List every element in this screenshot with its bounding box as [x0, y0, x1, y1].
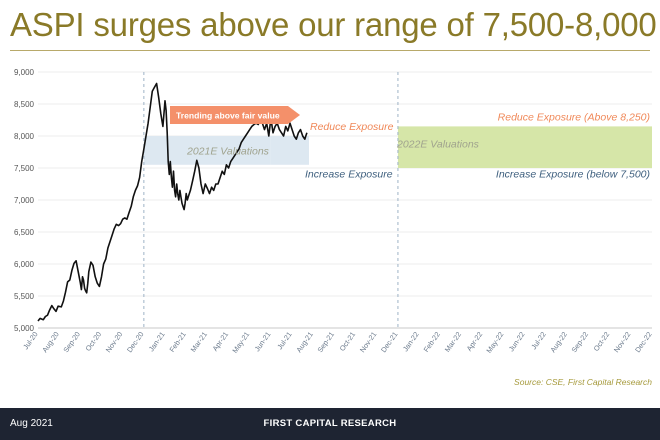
x-tick-label: Dec-20: [125, 330, 146, 354]
x-axis-ticks: Jul-20 Aug-20 Sep-20 Oct-20 Nov-20 Dec-20 Jan-…: [21, 327, 654, 355]
trend-arrow-shape: [170, 106, 300, 124]
footer-bar: Aug 2021 FIRST CAPITAL RESEARCH: [0, 408, 660, 440]
x-tick-label: Oct-20: [83, 330, 103, 353]
band-2022: [397, 126, 652, 168]
x-tick-label: Oct-21: [337, 330, 357, 353]
band-2021: [143, 136, 271, 165]
x-tick-label: Feb-22: [421, 330, 441, 354]
x-tick-label: Sep-21: [315, 330, 336, 354]
trend-arrow-label: Trending above fair value: [176, 111, 280, 121]
y-tick-label: 9,000: [14, 68, 35, 77]
x-tick-label: Jul-21: [275, 330, 294, 351]
valuation-bands: [143, 126, 652, 168]
band-2021-extension: [270, 136, 310, 165]
y-tick-label: 7,500: [14, 164, 35, 173]
reduce-exposure-2022: Reduce Exposure (Above 8,250): [498, 111, 650, 123]
gridlines: [38, 71, 652, 329]
year-dividers: [143, 72, 399, 328]
y-axis-ticks: 5,000 5,500 6,000 6,500 7,000 7,500 8,000 8,500…: [14, 68, 35, 333]
aspi-chart: 5,000 5,500 6,000 6,500 7,000 7,500 8,000 8,500…: [14, 68, 654, 387]
x-tick-label: May-22: [484, 330, 505, 355]
x-tick-label: Aug-21: [294, 330, 315, 354]
x-tick-label: Dec-21: [379, 330, 400, 354]
y-tick-label: 5,500: [14, 292, 35, 301]
x-tick-label: Mar-22: [443, 330, 463, 354]
slide-title: ASPI surges above our range of 7,500-8,0…: [10, 6, 657, 43]
x-tick-label: Aug-20: [40, 330, 61, 354]
increase-exposure-2022: Increase Exposure (below 7,500): [496, 168, 650, 180]
x-tick-label: Nov-22: [612, 330, 633, 354]
y-tick-label: 8,500: [14, 100, 35, 109]
annotations-layer: Trending above fair value Reduce Exposure…: [170, 106, 652, 387]
source-note: Source: CSE, First Capital Research: [514, 377, 652, 387]
x-tick-label: Jun-21: [253, 330, 273, 353]
x-tick-label: Sep-22: [569, 330, 590, 354]
x-tick-label: May-21: [230, 330, 251, 355]
y-tick-label: 7,000: [14, 196, 35, 205]
y-tick-label: 6,500: [14, 228, 35, 237]
y-tick-label: 8,000: [14, 132, 35, 141]
band-2022-label: 2022E Valuations: [396, 139, 480, 151]
x-tick-label: Jul-20: [21, 330, 40, 351]
x-tick-label: Aug-22: [548, 330, 569, 354]
reduce-exposure-2021: Reduce Exposure: [310, 121, 394, 133]
y-tick-label: 6,000: [14, 260, 35, 269]
x-tick-label: Sep-20: [61, 330, 82, 354]
footer-date: Aug 2021: [10, 418, 53, 429]
title-divider: [10, 50, 650, 51]
y-tick-label: 5,000: [14, 324, 35, 333]
band-2021-label: 2021E Valuations: [186, 146, 270, 158]
x-tick-label: Jun-22: [507, 330, 527, 353]
x-tick-label: Apr-21: [210, 330, 230, 353]
x-tick-label: Dec-22: [633, 330, 654, 354]
x-tick-label: Nov-21: [358, 330, 379, 354]
increase-exposure-2021: Increase Exposure: [305, 168, 393, 180]
x-tick-label: Jul-22: [529, 330, 548, 351]
x-tick-label: Oct-22: [592, 330, 612, 353]
x-tick-label: Mar-21: [189, 330, 209, 354]
x-tick-label: Feb-21: [167, 330, 187, 354]
x-tick-label: Jan-21: [147, 330, 167, 353]
x-tick-label: Jan-22: [401, 330, 421, 353]
footer-brand: FIRST CAPITAL RESEARCH: [263, 418, 397, 429]
x-tick-label: Apr-22: [465, 330, 485, 353]
x-tick-label: Nov-20: [104, 330, 125, 354]
